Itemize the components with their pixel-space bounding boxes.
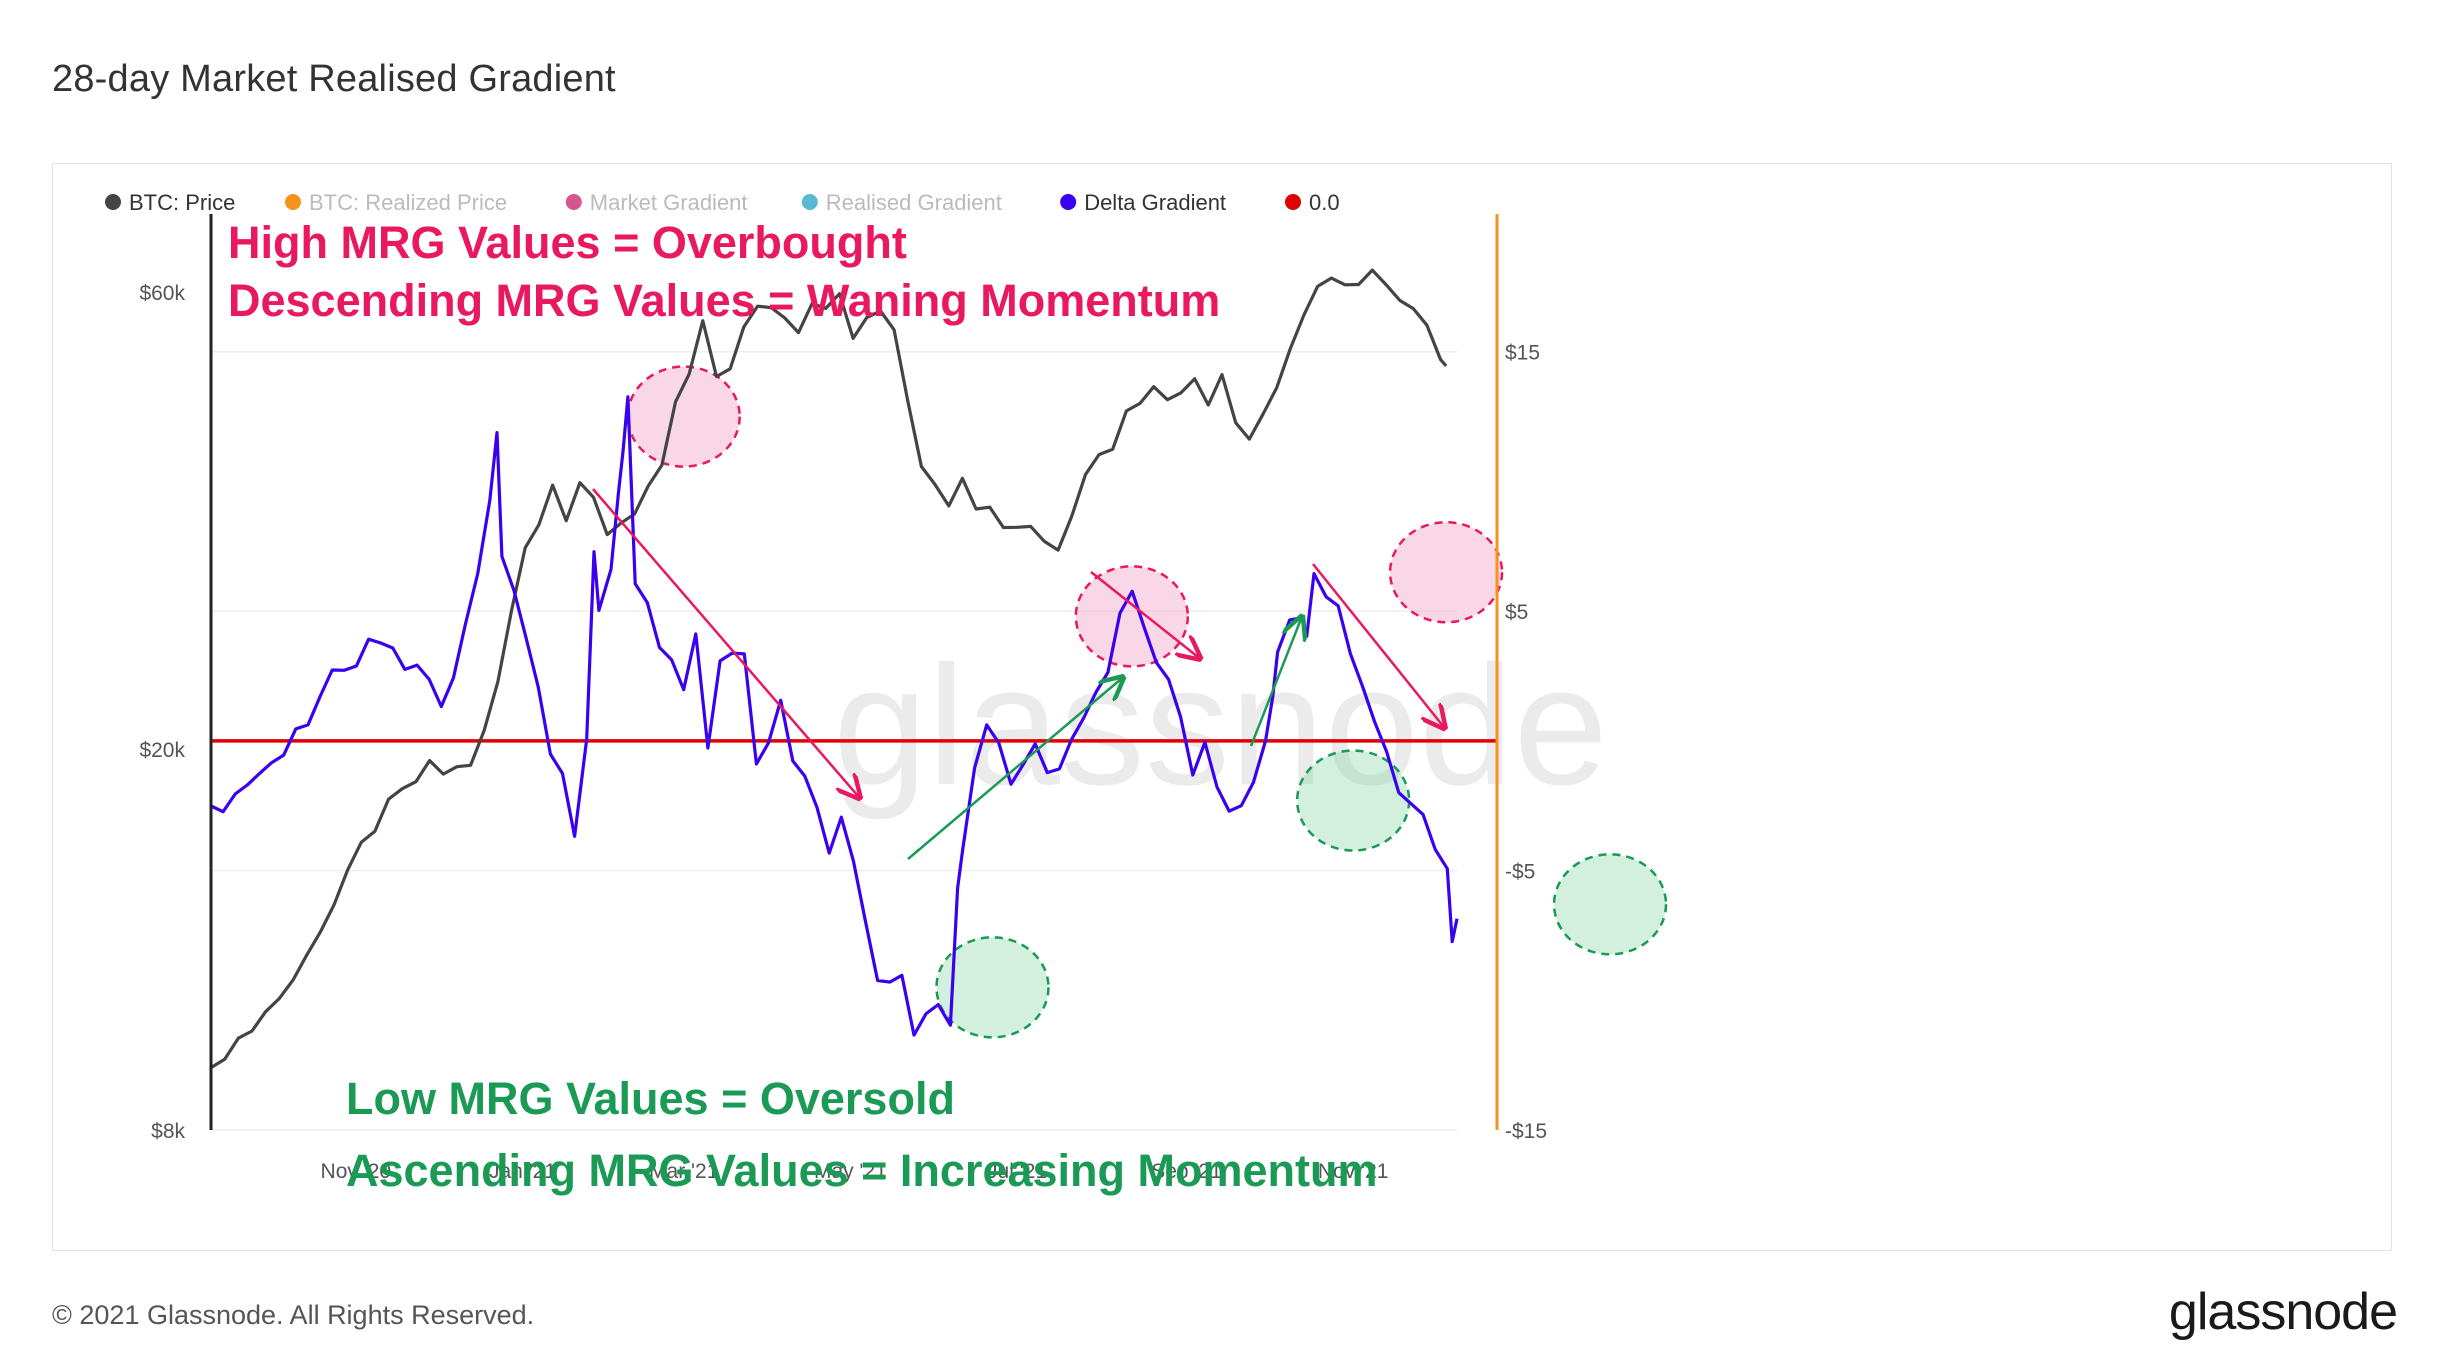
legend-label-delta-gradient: Delta Gradient	[1084, 190, 1226, 215]
ascending-arrow	[907, 679, 1121, 860]
oversold-highlight	[935, 936, 1050, 1039]
legend-dot-delta-gradient	[1060, 194, 1077, 210]
grid-layer	[211, 350, 1457, 1131]
legend-dot-btc-realized-price	[285, 194, 301, 210]
overbought-highlight	[1388, 520, 1504, 624]
annotation-overbought: High MRG Values = Overbought	[228, 217, 907, 268]
y-right-tick-label: -$5	[1505, 861, 1535, 884]
arrow-layer	[592, 488, 1443, 860]
x-tick-label: Jul '21	[987, 1160, 1047, 1183]
ascending-arrow	[1249, 619, 1301, 747]
annotation-oversold: Low MRG Values = Oversold	[346, 1073, 955, 1124]
legend-label-market-gradient: Market Gradient	[590, 190, 748, 215]
legend-label-0-0: 0.0	[1309, 190, 1340, 215]
y-left-tick-label: $60k	[139, 282, 185, 305]
watermark-text: glassnode	[833, 631, 1608, 821]
annotation-layer: High MRG Values = Overbought Descending M…	[228, 217, 1377, 1196]
glassnode-logo: glassnode	[2168, 1283, 2398, 1341]
x-tick-label: May '21	[814, 1160, 887, 1183]
y-right-tick-label: $15	[1505, 342, 1540, 365]
legend-dot-realised-gradient	[801, 194, 818, 210]
overbought-highlight	[626, 365, 741, 468]
y-left-tick-label: $20k	[139, 739, 185, 762]
y-left-tick-label: $8k	[151, 1120, 185, 1143]
legend-dot-market-gradient	[565, 194, 582, 210]
x-tick-label: Mar '21	[649, 1160, 718, 1183]
y-right-tick-label: -$15	[1505, 1120, 1547, 1143]
series-line-delta-gradient	[210, 395, 1459, 1037]
x-tick-label: Jan '21	[489, 1160, 556, 1183]
chart-frame: glassnode $15 $5 -$5 -$15 $60k $20k $8k Nov '20…	[52, 163, 2392, 1251]
axis-layer: $15 $5 -$5 -$15 $60k $20k $8k Nov '20 Jan '21 Mar…	[139, 214, 1547, 1183]
y-right-tick-label: $5	[1505, 601, 1528, 624]
highlight-layer	[626, 365, 1668, 1039]
x-tick-label: Nov '21	[1318, 1160, 1389, 1183]
page-title: 28-day Market Realised Gradient	[52, 58, 616, 100]
copyright-text: © 2021 Glassnode. All Rights Reserved.	[52, 1300, 535, 1330]
legend-label-btc-price: BTC: Price	[129, 190, 235, 215]
legend-label-btc-realized-price: BTC: Realized Price	[309, 190, 507, 215]
overbought-highlight	[1074, 565, 1190, 668]
oversold-highlight	[1552, 853, 1668, 956]
annotation-increasing-momentum: Ascending MRG Values = Increasing Moment…	[346, 1145, 1377, 1196]
x-tick-label: Sep '21	[1151, 1160, 1222, 1183]
legend-dot-0-0	[1285, 194, 1301, 210]
x-tick-label: Nov '20	[321, 1160, 392, 1183]
legend-label-realised-gradient: Realised Gradient	[826, 190, 1002, 215]
series-layer	[210, 268, 1497, 1069]
descending-arrow	[592, 488, 858, 796]
legend-layer: BTC: Price BTC: Realized Price Market Grad…	[105, 190, 1340, 215]
series-line-btc-price	[210, 268, 1448, 1069]
annotation-waning-momentum: Descending MRG Values = Waning Momentum	[228, 275, 1220, 326]
chart-canvas: glassnode $15 $5 -$5 -$15 $60k $20k $8k Nov '20…	[105, 190, 1668, 1196]
descending-arrow	[1090, 571, 1198, 657]
legend-dot-btc-price	[105, 194, 121, 210]
descending-arrow	[1312, 563, 1443, 726]
